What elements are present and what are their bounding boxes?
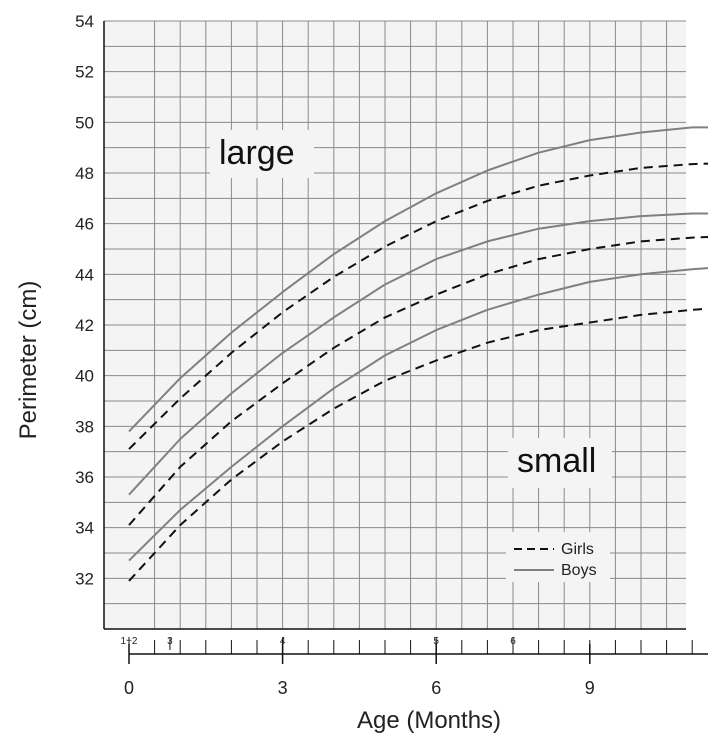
y-axis-title: Perimeter (cm) xyxy=(15,281,42,440)
region-label-bg-large xyxy=(210,130,314,178)
y-tick-label-54: 54 xyxy=(75,12,94,31)
x-tick-label-3: 3 xyxy=(278,678,288,698)
x-axis-title: Age (Months) xyxy=(357,707,501,734)
series-line-boys-0 xyxy=(128,126,708,433)
y-tick-label-36: 36 xyxy=(75,468,94,487)
legend: Girls Boys xyxy=(506,532,610,582)
y-tick-label-32: 32 xyxy=(75,569,94,588)
region-label-small: small xyxy=(517,442,596,480)
series-line-boys-2 xyxy=(128,212,708,496)
labels: 3234363840424446485052541+23456780369122… xyxy=(15,12,595,734)
y-tick-label-40: 40 xyxy=(75,367,94,386)
x-tick-label-9: 9 xyxy=(585,678,595,698)
x-tick-label-0: 0 xyxy=(124,678,134,698)
y-tick-label-38: 38 xyxy=(75,417,94,436)
x-tick-label-6: 6 xyxy=(431,678,441,698)
series-line-girls-5 xyxy=(128,307,708,582)
y-tick-label-34: 34 xyxy=(75,519,94,538)
legend-label-boys: Boys xyxy=(561,562,597,579)
series-line-girls-3 xyxy=(128,236,708,526)
legend-label-girls: Girls xyxy=(561,541,594,558)
region-label-large: large xyxy=(219,134,295,172)
series-layer xyxy=(128,126,708,582)
y-tick-label-48: 48 xyxy=(75,164,94,183)
y-tick-label-42: 42 xyxy=(75,316,94,335)
stage-label-6: 6 xyxy=(510,636,516,647)
axes xyxy=(103,21,708,664)
y-tick-label-44: 44 xyxy=(75,265,94,284)
stage-label-1+2: 1+2 xyxy=(121,636,138,647)
legend-box xyxy=(506,532,610,582)
stage-label-4: 4 xyxy=(280,636,286,647)
y-tick-label-46: 46 xyxy=(75,215,94,234)
series-line-girls-1 xyxy=(128,162,708,450)
y-tick-label-52: 52 xyxy=(75,63,94,82)
stage-label-5: 5 xyxy=(433,636,439,647)
region-label-bg-small xyxy=(508,438,612,488)
series-line-boys-4 xyxy=(128,267,708,562)
stage-label-3: 3 xyxy=(167,636,173,647)
y-tick-label-50: 50 xyxy=(75,113,94,132)
